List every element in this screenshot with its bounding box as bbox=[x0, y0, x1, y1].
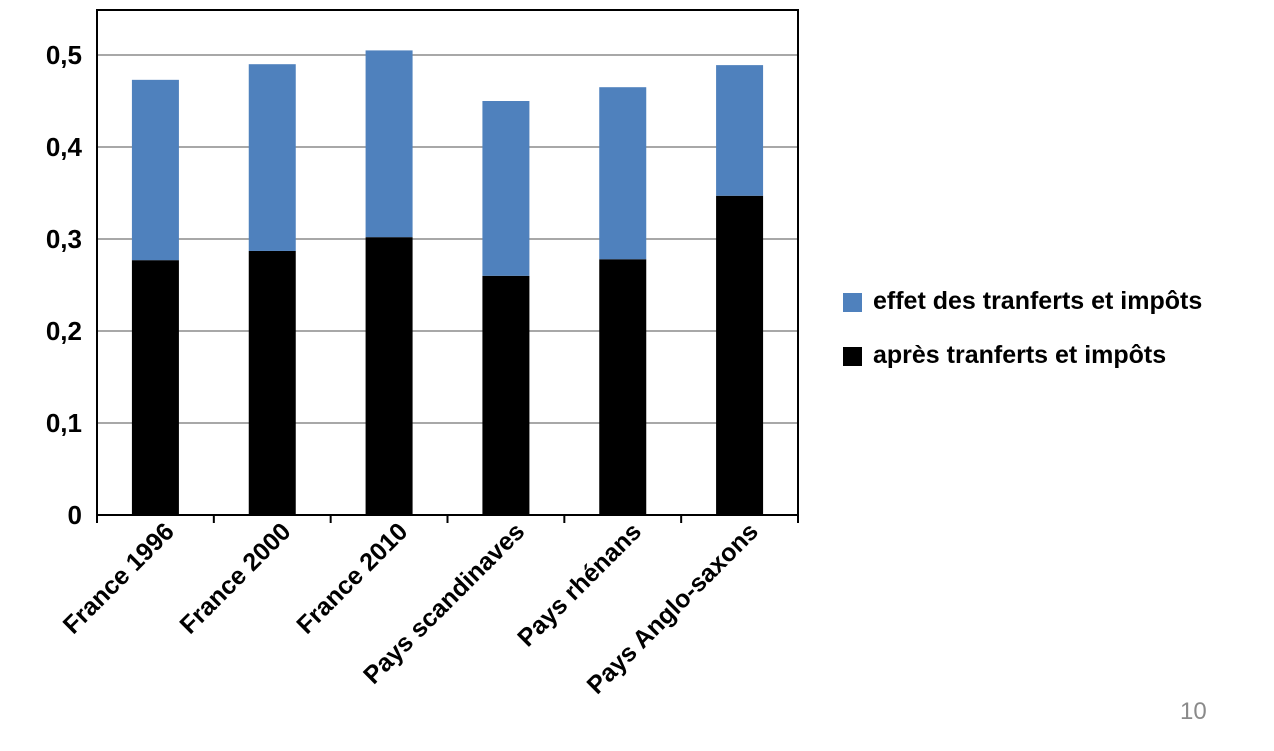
bar-effet-5 bbox=[716, 65, 764, 196]
legend: effet des tranferts et impôts après tran… bbox=[843, 284, 1263, 372]
bar-apres-0 bbox=[131, 260, 179, 515]
gridlines bbox=[97, 54, 798, 424]
bar-effet-3 bbox=[482, 101, 530, 276]
bar-apres-3 bbox=[482, 275, 530, 515]
y-tick-label-5: 0,5 bbox=[46, 40, 82, 70]
page-number: 10 bbox=[1180, 698, 1207, 725]
bar-effet-0 bbox=[131, 79, 179, 261]
legend-label-apres: après tranferts et impôts bbox=[873, 341, 1167, 369]
y-tick-label-1: 0,1 bbox=[46, 408, 82, 438]
y-tick-label-4: 0,4 bbox=[46, 132, 83, 162]
legend-item-effet: effet des tranferts et impôts bbox=[843, 284, 1263, 318]
bar-apres-4 bbox=[599, 259, 647, 515]
bar-effet-2 bbox=[365, 50, 413, 238]
x-tick-label-2: France 2010 bbox=[291, 517, 413, 639]
legend-label-effet: effet des tranferts et impôts bbox=[873, 287, 1203, 315]
bars bbox=[131, 50, 764, 515]
legend-item-apres: après tranferts et impôts bbox=[843, 338, 1263, 372]
y-tick-label-3: 0,3 bbox=[46, 224, 82, 254]
x-axis-ticks bbox=[96, 515, 799, 523]
x-tick-label-0: France 1996 bbox=[58, 517, 180, 639]
plot-frame bbox=[96, 9, 799, 516]
bar-apres-1 bbox=[248, 250, 296, 515]
y-tick-label-0: 0 bbox=[68, 500, 82, 530]
y-axis-tick-labels: 0 0,1 0,2 0,3 0,4 0,5 bbox=[46, 40, 83, 530]
bar-apres-5 bbox=[716, 195, 764, 515]
x-tick-label-1: France 2000 bbox=[174, 517, 296, 639]
x-tick-label-4: Pays rhénans bbox=[512, 517, 647, 652]
legend-swatch-effet bbox=[843, 293, 862, 312]
legend-swatch-apres bbox=[843, 347, 862, 366]
bar-effet-1 bbox=[248, 64, 296, 251]
y-tick-label-2: 0,2 bbox=[46, 316, 82, 346]
bar-effet-4 bbox=[599, 87, 647, 260]
bar-apres-2 bbox=[365, 237, 413, 515]
